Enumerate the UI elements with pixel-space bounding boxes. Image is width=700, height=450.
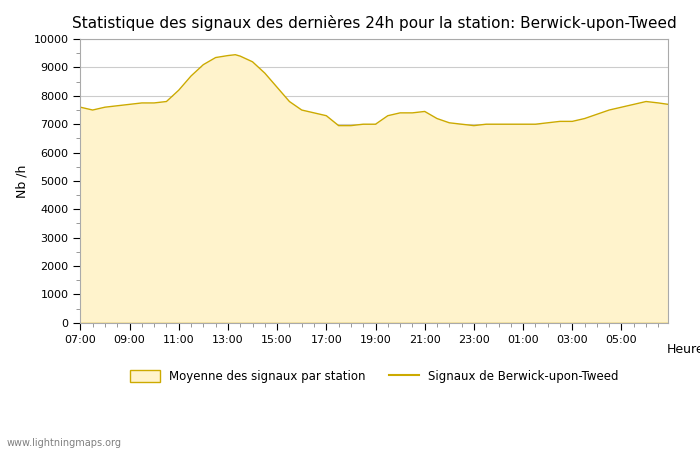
Legend: Moyenne des signaux par station, Signaux de Berwick-upon-Tweed: Moyenne des signaux par station, Signaux… — [125, 365, 623, 388]
Text: www.lightningmaps.org: www.lightningmaps.org — [7, 438, 122, 448]
X-axis label: Heure: Heure — [667, 342, 700, 356]
Title: Statistique des signaux des dernières 24h pour la station: Berwick-upon-Tweed: Statistique des signaux des dernières 24… — [72, 15, 677, 31]
Y-axis label: Nb /h: Nb /h — [15, 164, 28, 198]
